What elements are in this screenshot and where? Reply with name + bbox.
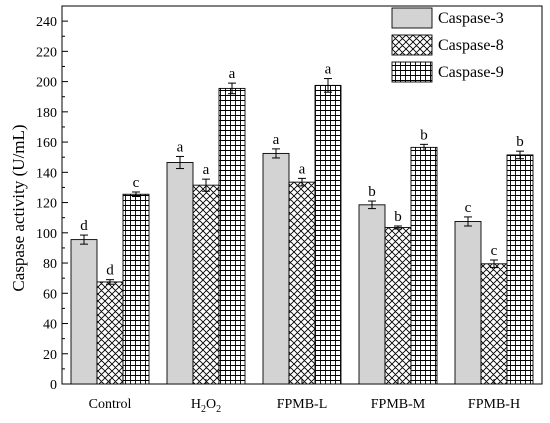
- significance-letter: c: [465, 200, 472, 216]
- x-tick-label: FPMB-H: [468, 397, 520, 412]
- y-tick-label: 220: [36, 45, 57, 60]
- x-tick-label: FPMB-M: [371, 397, 426, 412]
- legend-label: Caspase-3: [438, 10, 504, 27]
- significance-letter: a: [299, 161, 306, 177]
- bar: [262, 152, 290, 385]
- bar: [192, 184, 220, 385]
- y-tick-label: 40: [43, 318, 57, 333]
- y-tick-label: 180: [36, 106, 57, 121]
- significance-letter: a: [229, 66, 236, 82]
- legend-label: Caspase-8: [438, 37, 504, 54]
- bar: [314, 84, 342, 385]
- significance-letter: b: [394, 209, 402, 225]
- bar: [166, 162, 194, 385]
- y-tick-label: 100: [36, 227, 57, 242]
- bar: [454, 221, 482, 385]
- significance-letter: c: [133, 175, 140, 191]
- bar: [96, 281, 124, 385]
- legend-label: Caspase-9: [438, 64, 504, 81]
- significance-letter: d: [106, 263, 114, 279]
- significance-letter: a: [325, 62, 332, 78]
- bar: [410, 146, 438, 385]
- y-tick-label: 0: [50, 378, 57, 393]
- significance-letter: c: [491, 243, 498, 259]
- y-tick-label: 60: [43, 287, 57, 302]
- y-axis-label: Caspase activity (U/mL): [9, 124, 28, 291]
- significance-letter: b: [420, 127, 428, 143]
- bar: [70, 239, 98, 385]
- y-tick-label: 160: [36, 136, 57, 151]
- legend-swatch: [391, 61, 433, 83]
- x-tick-label: Control: [89, 397, 132, 412]
- y-tick-label: 120: [36, 197, 57, 212]
- y-tick-label: 140: [36, 166, 57, 181]
- bar: [358, 204, 386, 385]
- significance-letter: d: [80, 218, 88, 234]
- y-tick-label: 240: [36, 15, 57, 30]
- significance-letter: a: [203, 162, 210, 178]
- y-tick-label: 200: [36, 76, 57, 91]
- bar: [288, 181, 316, 385]
- significance-letter: b: [516, 134, 524, 150]
- y-tick-label: 80: [43, 257, 57, 272]
- x-tick-label: H2O2: [191, 397, 221, 415]
- x-tick-label: FPMB-L: [277, 397, 328, 412]
- legend-swatch: [391, 34, 433, 56]
- bar: [506, 154, 534, 385]
- plot-area: 0 20 40 60 80 100 120 140 160 180 200 220 240 d d c Cont…: [36, 5, 543, 415]
- bar: [480, 263, 508, 385]
- bar: [122, 193, 150, 385]
- bar: [218, 87, 246, 385]
- bar: [384, 227, 412, 385]
- legend-swatch: [391, 7, 433, 29]
- y-tick-label: 20: [43, 348, 57, 363]
- significance-letter: a: [273, 132, 280, 148]
- significance-letter: a: [177, 139, 184, 155]
- significance-letter: b: [368, 184, 376, 200]
- legend: Caspase-3 Caspase-8 Caspase-9: [391, 7, 504, 83]
